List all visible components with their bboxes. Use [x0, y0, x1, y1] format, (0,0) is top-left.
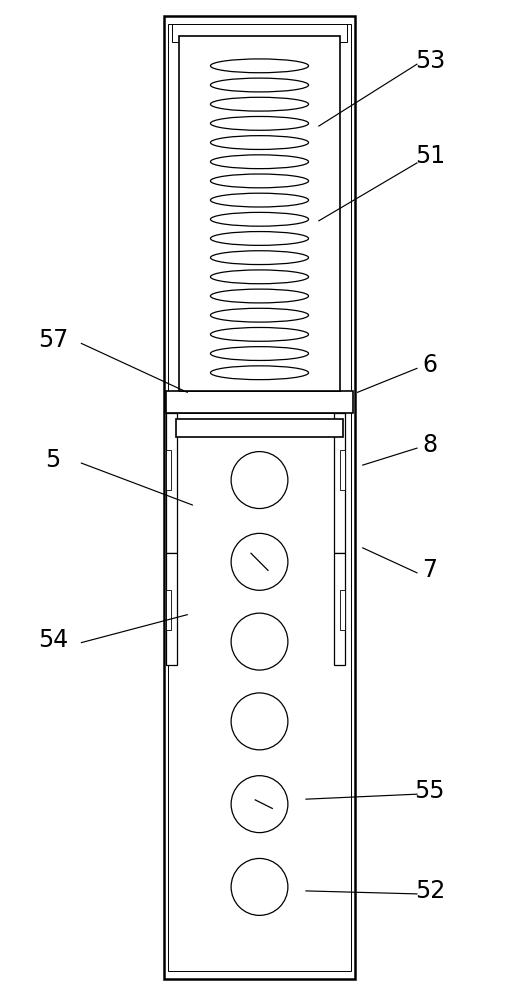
Ellipse shape: [211, 193, 308, 207]
Ellipse shape: [211, 116, 308, 130]
Bar: [166, 553, 177, 665]
Bar: [334, 553, 345, 665]
Text: 51: 51: [415, 144, 445, 168]
Ellipse shape: [211, 251, 308, 265]
Ellipse shape: [211, 232, 308, 245]
Ellipse shape: [211, 327, 308, 341]
Ellipse shape: [211, 212, 308, 226]
Text: 53: 53: [415, 49, 445, 73]
Ellipse shape: [231, 452, 288, 509]
Bar: [166, 450, 171, 490]
Ellipse shape: [211, 366, 308, 380]
Text: 57: 57: [38, 328, 68, 352]
Bar: [176, 419, 343, 437]
Text: 7: 7: [422, 558, 438, 582]
Ellipse shape: [211, 136, 308, 149]
Ellipse shape: [231, 693, 288, 750]
Ellipse shape: [211, 289, 308, 303]
Ellipse shape: [211, 308, 308, 322]
Ellipse shape: [211, 59, 308, 73]
Bar: [334, 413, 345, 553]
Bar: [168, 24, 351, 971]
Text: 6: 6: [422, 353, 438, 377]
Bar: [166, 391, 353, 413]
Text: 54: 54: [38, 628, 68, 652]
Bar: [339, 450, 345, 490]
Ellipse shape: [211, 155, 308, 169]
Ellipse shape: [211, 97, 308, 111]
Ellipse shape: [231, 613, 288, 670]
Bar: [166, 413, 177, 553]
Bar: [339, 590, 345, 630]
Bar: [164, 16, 355, 979]
Ellipse shape: [211, 174, 308, 188]
Bar: [180, 36, 339, 405]
Text: 5: 5: [45, 448, 61, 472]
Text: 8: 8: [422, 433, 438, 457]
Ellipse shape: [231, 533, 288, 590]
Ellipse shape: [211, 347, 308, 360]
Ellipse shape: [231, 858, 288, 915]
Ellipse shape: [211, 270, 308, 284]
Text: 55: 55: [415, 779, 445, 803]
Bar: [172, 24, 347, 42]
Text: 52: 52: [415, 879, 445, 903]
Ellipse shape: [211, 78, 308, 92]
Bar: [166, 590, 171, 630]
Ellipse shape: [231, 776, 288, 833]
